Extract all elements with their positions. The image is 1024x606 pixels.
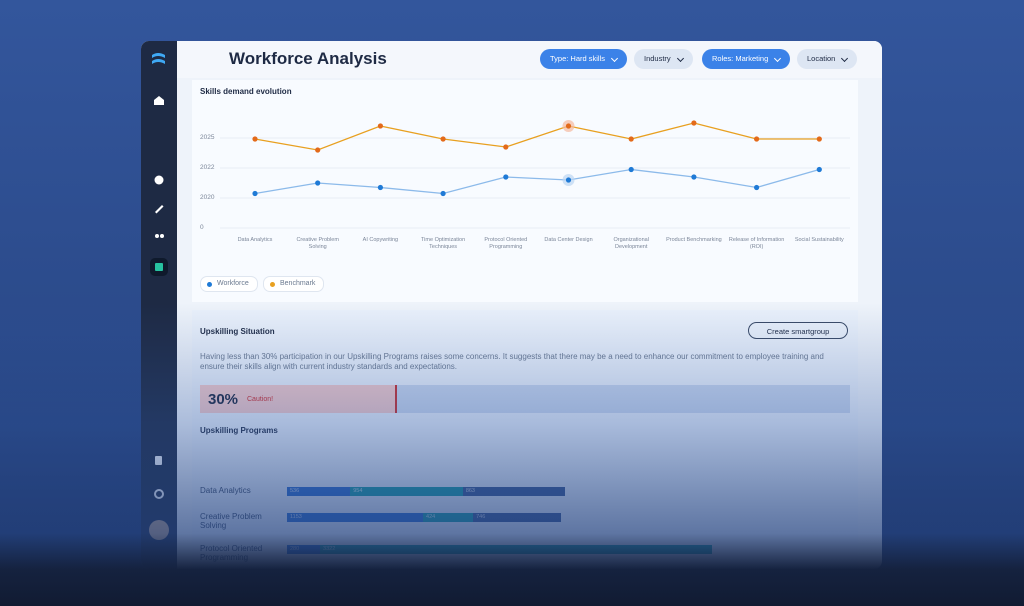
participation-label: 30% xyxy=(208,391,239,408)
data-point xyxy=(252,190,258,197)
segment-label: 424 xyxy=(426,514,436,520)
users-icon[interactable] xyxy=(155,234,159,238)
legend-label: Benchmark xyxy=(280,280,316,287)
segment-label: 863 xyxy=(465,488,475,494)
segment-label: 280 xyxy=(290,546,300,552)
filter-dropdown[interactable]: Roles: Marketing xyxy=(702,49,791,69)
filter-dropdown[interactable]: Type: Hard skills xyxy=(540,49,628,69)
x-tick-label: Protocol Oriented Programming xyxy=(484,237,528,250)
avatar[interactable] xyxy=(149,520,169,540)
data-point xyxy=(691,174,697,180)
x-tick-label: Data Analytics xyxy=(237,237,273,243)
x-tick-label: Social Sustainability xyxy=(794,237,844,243)
segment-label: 3322 xyxy=(323,546,336,552)
data-point xyxy=(377,184,383,191)
program-segment: 1153 xyxy=(287,513,424,522)
edit-icon[interactable] xyxy=(155,205,164,214)
create-smartgroup-button[interactable]: Create smartgroup xyxy=(748,322,848,339)
data-point xyxy=(377,123,383,129)
data-point xyxy=(440,136,446,142)
settings-icon[interactable] xyxy=(154,489,164,499)
data-point xyxy=(754,184,760,191)
program-segment: 424 xyxy=(423,513,474,522)
series-line xyxy=(254,168,820,195)
legend-swatch xyxy=(207,281,212,287)
legend-label: Workforce xyxy=(217,280,249,287)
program-segment: 863 xyxy=(462,487,565,496)
program-label: Creative Problem Solving xyxy=(200,512,262,530)
y-tick-label: 2025 xyxy=(200,134,215,141)
header: Workforce Analysis Type: Hard skills Indu… xyxy=(177,41,882,78)
sidebar-icons xyxy=(149,53,169,540)
programs-title: Upskilling Programs xyxy=(200,426,278,435)
sidebar xyxy=(141,41,177,569)
chart-card: Skills demand evolution 0 2020 2022 2025 Dat… xyxy=(192,80,858,302)
y-tick-label: 0 xyxy=(200,224,204,231)
segment-label: 954 xyxy=(353,488,363,494)
segment-label: 1153 xyxy=(290,514,302,520)
logo[interactable] xyxy=(152,53,165,64)
data-point xyxy=(691,120,697,126)
legend-item: Workforce xyxy=(200,276,258,292)
data-point xyxy=(252,136,258,142)
data-point xyxy=(628,136,634,142)
button-label: Create smartgroup xyxy=(766,327,830,336)
program-label: Data Analytics xyxy=(200,486,251,495)
segment-label: 536 xyxy=(290,488,300,494)
data-point xyxy=(816,136,822,142)
download-icon[interactable] xyxy=(154,175,164,185)
x-tick-label: Time Optimization Techniques xyxy=(421,237,466,250)
x-tick-label: Product Benchmarking xyxy=(666,237,722,243)
page-title: Workforce Analysis xyxy=(229,49,387,68)
data-point xyxy=(565,177,572,183)
docs-icon[interactable] xyxy=(155,456,162,465)
legend-swatch xyxy=(270,281,275,287)
filter-dropdown[interactable]: Industry xyxy=(634,49,693,69)
x-tick-label: Release of Information (ROI) xyxy=(728,237,785,250)
x-tick-label: Organizational Development xyxy=(613,237,649,250)
filter-dropdown[interactable]: Location xyxy=(797,49,858,69)
data-point xyxy=(754,136,760,142)
data-point xyxy=(628,166,634,173)
home-icon[interactable] xyxy=(154,96,164,105)
data-point xyxy=(440,190,446,197)
line-chart xyxy=(220,120,850,229)
data-point xyxy=(503,174,509,180)
program-label: Protocol Oriented Programming xyxy=(200,544,263,562)
program-segment: 954 xyxy=(350,487,463,496)
status-label: Caution! xyxy=(247,396,274,403)
program-segment: 536 xyxy=(287,487,351,496)
participation-bar: 30% Caution! xyxy=(200,385,850,413)
data-point xyxy=(816,166,822,173)
series-line xyxy=(254,122,820,151)
data-point xyxy=(315,147,321,153)
section-title: Upskilling Situation xyxy=(200,327,275,336)
y-tick-label: 2022 xyxy=(200,164,215,171)
x-tick-label: Creative Problem Solving xyxy=(296,237,339,250)
segment-label: 746 xyxy=(476,514,486,520)
program-segment: 746 xyxy=(473,513,562,522)
data-point xyxy=(565,123,572,129)
description: Having less than 30% participation in ou… xyxy=(200,352,824,371)
data-point xyxy=(315,180,321,186)
upskilling-card: Upskilling Situation Create smartgroup H… xyxy=(192,310,858,569)
x-tick-label: AI Copywriting xyxy=(362,237,399,243)
program-segment: 3322 xyxy=(320,545,713,554)
legend-item: Benchmark xyxy=(263,276,325,292)
x-tick-label: Data Center Design xyxy=(544,237,593,243)
program-segment: 280 xyxy=(287,545,321,554)
app-window: Workforce Analysis Type: Hard skills Indu… xyxy=(141,41,882,569)
data-point xyxy=(503,144,509,150)
y-tick-label: 2020 xyxy=(200,194,215,201)
